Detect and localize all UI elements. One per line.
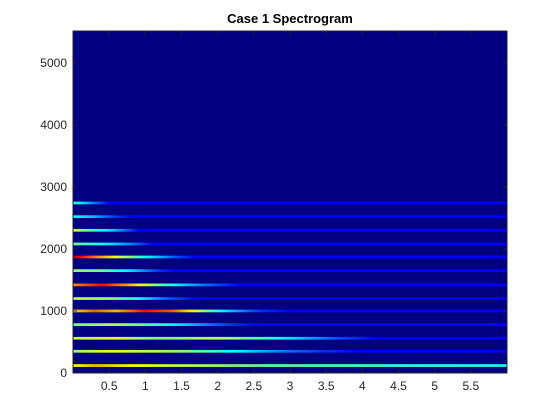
spectrogram-band [73, 201, 507, 205]
spectrogram-band [73, 215, 507, 219]
spectrogram-band [73, 269, 507, 272]
x-tick-label: 5 [431, 379, 438, 393]
plot-area [73, 31, 507, 373]
x-tick-label: 1.5 [173, 379, 190, 393]
y-tick-label: 5000 [40, 56, 67, 70]
spectrogram-band [73, 323, 507, 326]
x-tick-label: 0.5 [101, 379, 118, 393]
y-tick-label: 4000 [40, 118, 67, 132]
spectrogram-band [73, 228, 507, 232]
y-tick-label: 1000 [40, 304, 67, 318]
x-tick-label: 1 [142, 379, 149, 393]
spectrogram-band [73, 336, 507, 340]
axes: 0.5 1 1.5 2 2.5 3 3.5 4 4.5 5 5.5 0 1000 2000 3000 4000… [40, 30, 508, 393]
x-tick-label: 2.5 [245, 379, 262, 393]
spectrogram-band [73, 283, 507, 287]
x-tick-label: 4 [359, 379, 366, 393]
y-tick-label: 0 [60, 366, 67, 380]
chart-title: Case 1 Spectrogram [227, 11, 353, 26]
spectrogram-band [73, 242, 507, 246]
spectrogram-band [73, 255, 507, 259]
x-tick-label: 3.5 [318, 379, 335, 393]
y-tick-label: 2000 [40, 242, 67, 256]
x-tick-label: 2 [214, 379, 221, 393]
y-tick-label: 3000 [40, 180, 67, 194]
spectrogram-band [73, 349, 507, 353]
x-tick-label: 5.5 [462, 379, 479, 393]
x-tick-label: 4.5 [390, 379, 407, 393]
spectrogram-band [73, 309, 507, 313]
x-tick-label: 3 [287, 379, 294, 393]
spectrogram-band [73, 364, 507, 367]
spectrogram-band [73, 297, 507, 300]
